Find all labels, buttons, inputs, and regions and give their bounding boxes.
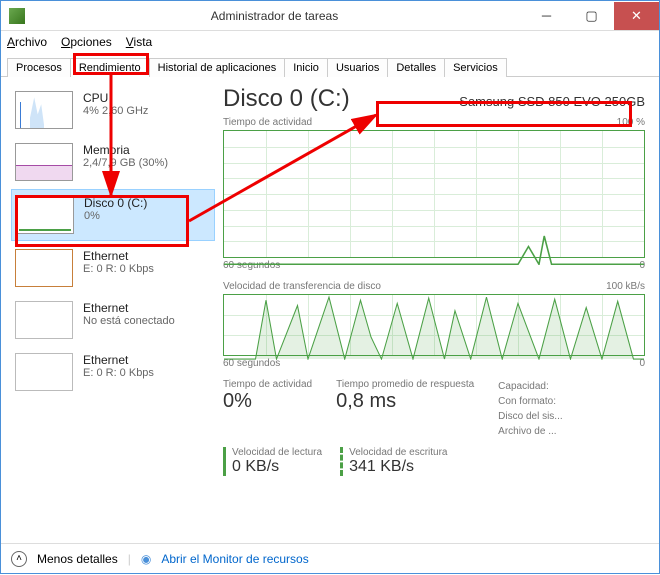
eth3-sub: E: 0 R: 0 Kbps bbox=[83, 367, 154, 379]
disk-thumb bbox=[16, 196, 74, 234]
stat-write: Velocidad de escritura 341 KB/s bbox=[340, 447, 447, 476]
chart1-line bbox=[224, 131, 644, 265]
close-button[interactable]: ✕ bbox=[614, 2, 659, 30]
tab-details[interactable]: Detalles bbox=[387, 58, 445, 77]
mem-sub: 2,4/7,9 GB (30%) bbox=[83, 157, 168, 169]
eth2-sub: No está conectado bbox=[83, 315, 175, 327]
chart1-label: Tiempo de actividad bbox=[223, 117, 312, 128]
stat-write-label: Velocidad de escritura bbox=[349, 447, 447, 458]
eth2-thumb bbox=[15, 301, 73, 339]
detail-pane: Disco 0 (C:) Samsung SSD 850 EVO 250GB T… bbox=[215, 77, 659, 543]
tab-services[interactable]: Servicios bbox=[444, 58, 507, 77]
stat-resp-label: Tiempo promedio de respuesta bbox=[336, 379, 474, 390]
cap3: Disco del sis... bbox=[498, 409, 562, 424]
mem-text: Memoria 2,4/7,9 GB (30%) bbox=[83, 143, 168, 181]
stat-resp: Tiempo promedio de respuesta 0,8 ms bbox=[336, 379, 474, 439]
window-title: Administrador de tareas bbox=[25, 9, 524, 23]
tab-users[interactable]: Usuarios bbox=[327, 58, 388, 77]
chart2-right: 100 kB/s bbox=[606, 281, 645, 292]
menu-file[interactable]: Archivo bbox=[7, 35, 47, 49]
sidebar-item-disk[interactable]: Disco 0 (C:) 0% bbox=[11, 189, 215, 241]
collapse-icon[interactable]: ˄ bbox=[11, 551, 27, 567]
tab-apphistory[interactable]: Historial de aplicaciones bbox=[149, 58, 286, 77]
stats-row2: Velocidad de lectura 0 KB/s Velocidad de… bbox=[223, 447, 645, 476]
chart2-line bbox=[224, 295, 644, 360]
sidebar-item-cpu[interactable]: CPU 4% 2,60 GHz bbox=[11, 85, 215, 135]
stat-write-value: 341 KB/s bbox=[349, 458, 447, 476]
stat-read-value: 0 KB/s bbox=[232, 458, 322, 476]
eth1-name: Ethernet bbox=[83, 249, 154, 263]
cpu-text: CPU 4% 2,60 GHz bbox=[83, 91, 148, 129]
mem-name: Memoria bbox=[83, 143, 168, 157]
menu-view[interactable]: Vista bbox=[126, 35, 152, 49]
cap2: Con formato: bbox=[498, 394, 562, 409]
bottom-bar: ˄ Menos detalles | ◉ Abrir el Monitor de… bbox=[1, 543, 659, 573]
eth1-thumb bbox=[15, 249, 73, 287]
menubar: Archivo Opciones Vista bbox=[1, 31, 659, 53]
stat-read-label: Velocidad de lectura bbox=[232, 447, 322, 458]
cap1: Capacidad: bbox=[498, 379, 562, 394]
titlebar: Administrador de tareas ─ ▢ ✕ bbox=[1, 1, 659, 31]
menu-options[interactable]: Opciones bbox=[61, 35, 112, 49]
stat-uptime: Tiempo de actividad 0% bbox=[223, 379, 312, 439]
cpu-name: CPU bbox=[83, 91, 148, 105]
eth1-text: Ethernet E: 0 R: 0 Kbps bbox=[83, 249, 154, 287]
detail-header: Disco 0 (C:) Samsung SSD 850 EVO 250GB bbox=[223, 85, 645, 113]
maximize-button[interactable]: ▢ bbox=[569, 2, 614, 30]
disk-text: Disco 0 (C:) 0% bbox=[84, 196, 147, 234]
eth3-thumb bbox=[15, 353, 73, 391]
tab-performance[interactable]: Rendimiento bbox=[70, 58, 150, 77]
chart2-label: Velocidad de transferencia de disco bbox=[223, 281, 381, 292]
disk-model: Samsung SSD 850 EVO 250GB bbox=[459, 94, 645, 109]
sidebar-item-eth3[interactable]: Ethernet E: 0 R: 0 Kbps bbox=[11, 347, 215, 397]
chart1-right: 100 % bbox=[617, 117, 645, 128]
mem-thumb bbox=[15, 143, 73, 181]
eth3-name: Ethernet bbox=[83, 353, 154, 367]
sidebar-item-memory[interactable]: Memoria 2,4/7,9 GB (30%) bbox=[11, 137, 215, 187]
tab-startup[interactable]: Inicio bbox=[284, 58, 328, 77]
app-icon bbox=[9, 8, 25, 24]
eth3-text: Ethernet E: 0 R: 0 Kbps bbox=[83, 353, 154, 391]
stat-resp-value: 0,8 ms bbox=[336, 390, 474, 413]
tab-processes[interactable]: Procesos bbox=[7, 58, 71, 77]
cpu-sub: 4% 2,60 GHz bbox=[83, 105, 148, 117]
sidebar-item-eth2[interactable]: Ethernet No está conectado bbox=[11, 295, 215, 345]
stat-uptime-label: Tiempo de actividad bbox=[223, 379, 312, 390]
transfer-chart bbox=[223, 294, 645, 356]
sidebar-item-eth1[interactable]: Ethernet E: 0 R: 0 Kbps bbox=[11, 243, 215, 293]
chart1-labels: Tiempo de actividad 100 % bbox=[223, 117, 645, 128]
stat-read: Velocidad de lectura 0 KB/s bbox=[223, 447, 322, 476]
eth1-sub: E: 0 R: 0 Kbps bbox=[83, 263, 154, 275]
stat-uptime-value: 0% bbox=[223, 390, 312, 413]
divider: | bbox=[128, 552, 131, 566]
cap4: Archivo de ... bbox=[498, 424, 562, 439]
disk-name: Disco 0 (C:) bbox=[84, 196, 147, 210]
eth2-name: Ethernet bbox=[83, 301, 175, 315]
resmon-link[interactable]: Abrir el Monitor de recursos bbox=[161, 552, 308, 566]
resmon-icon: ◉ bbox=[141, 552, 151, 566]
sidebar: CPU 4% 2,60 GHz Memoria 2,4/7,9 GB (30%)… bbox=[1, 77, 215, 543]
detail-title: Disco 0 (C:) bbox=[223, 85, 350, 113]
activity-chart bbox=[223, 130, 645, 258]
tabs: Procesos Rendimiento Historial de aplica… bbox=[1, 53, 659, 77]
disk-sub: 0% bbox=[84, 210, 147, 222]
stats-row1: Tiempo de actividad 0% Tiempo promedio d… bbox=[223, 379, 645, 439]
main-area: CPU 4% 2,60 GHz Memoria 2,4/7,9 GB (30%)… bbox=[1, 77, 659, 543]
capacity-block: Capacidad: Con formato: Disco del sis...… bbox=[498, 379, 562, 439]
cpu-thumb bbox=[15, 91, 73, 129]
less-details-link[interactable]: Menos detalles bbox=[37, 552, 118, 566]
eth2-text: Ethernet No está conectado bbox=[83, 301, 175, 339]
minimize-button[interactable]: ─ bbox=[524, 2, 569, 30]
chart2-labels: Velocidad de transferencia de disco 100 … bbox=[223, 281, 645, 292]
window-buttons: ─ ▢ ✕ bbox=[524, 2, 659, 30]
